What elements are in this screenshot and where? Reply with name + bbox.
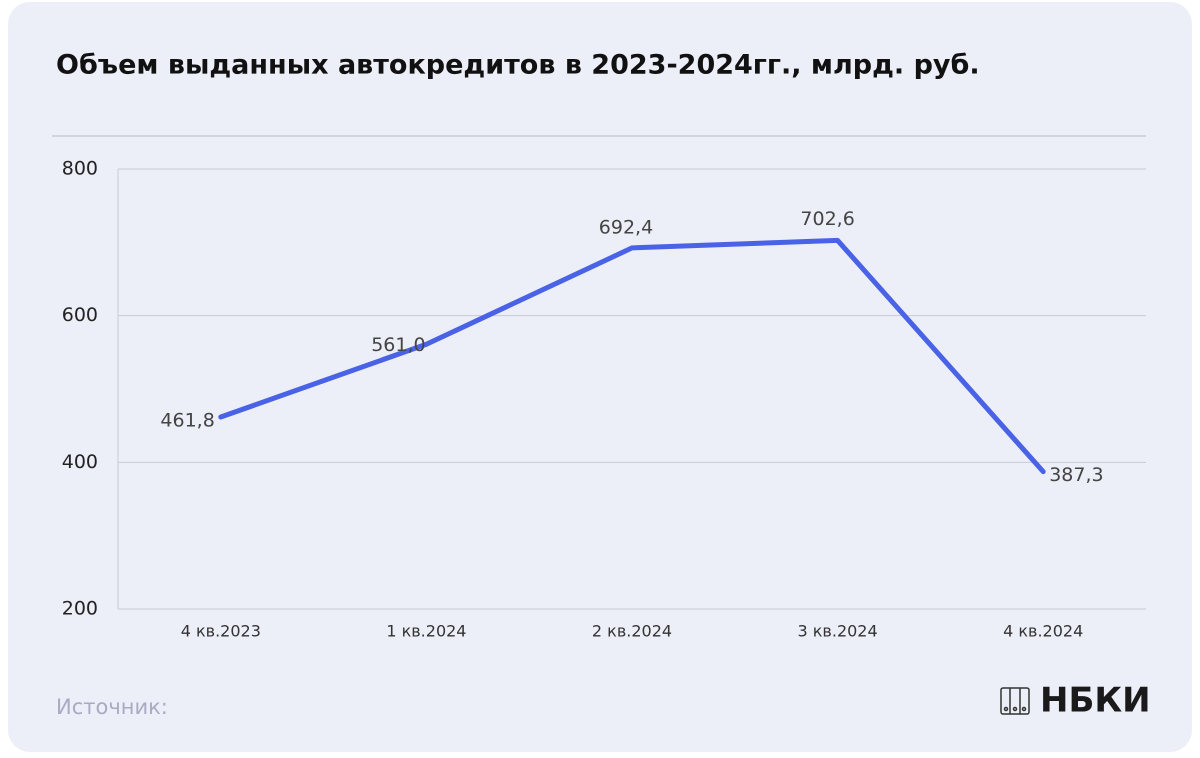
y-tick-label: 800 xyxy=(62,158,98,180)
y-tick-label: 400 xyxy=(62,451,98,473)
value-label: 702,6 xyxy=(800,208,854,230)
chart-title: Объем выданных автокредитов в 2023-2024г… xyxy=(56,50,980,81)
x-tick-label: 4 кв.2024 xyxy=(1003,622,1083,641)
x-tick-label: 2 кв.2024 xyxy=(592,622,672,641)
x-tick-label: 3 кв.2024 xyxy=(798,622,878,641)
y-tick-label: 200 xyxy=(62,598,98,620)
source-label: Источник: xyxy=(56,695,168,719)
value-label: 387,3 xyxy=(1049,464,1103,486)
value-label: 561,0 xyxy=(371,334,425,356)
line xyxy=(218,237,1046,475)
logo-text: НБКИ xyxy=(1040,681,1151,721)
card xyxy=(8,2,1192,752)
value-label: 461,8 xyxy=(160,410,214,432)
y-tick-label: 600 xyxy=(62,304,98,326)
x-tick-label: 4 кв.2023 xyxy=(181,622,261,641)
logo-icon xyxy=(1000,687,1030,715)
x-tick-label: 1 кв.2024 xyxy=(386,622,466,641)
value-label: 692,4 xyxy=(599,216,653,238)
